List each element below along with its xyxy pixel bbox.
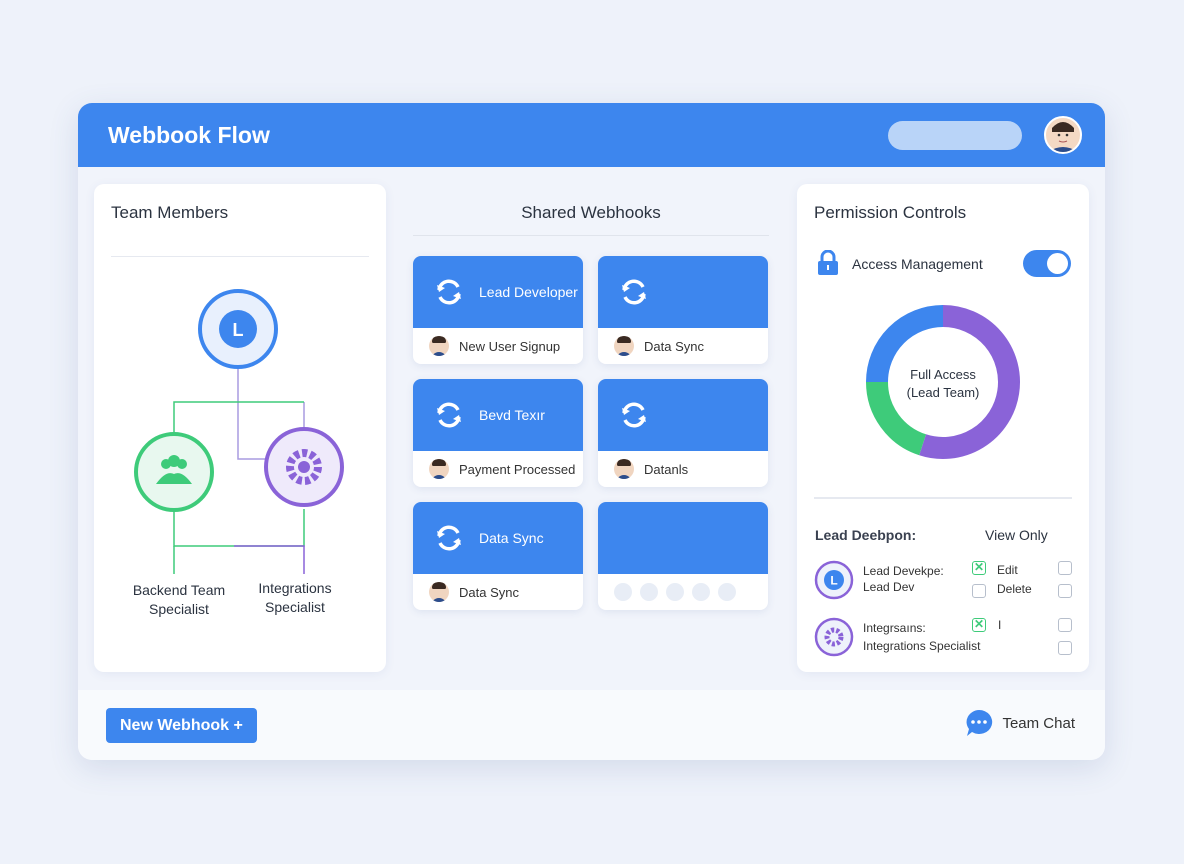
- shared-webhooks-section: Shared Webhooks Lead Developer New User S…: [413, 184, 769, 610]
- divider: [111, 256, 369, 257]
- lock-icon: [818, 250, 838, 275]
- view-only-checkbox[interactable]: [1058, 641, 1072, 655]
- webhook-card-title: Bevd Texır: [479, 407, 545, 423]
- team-members-panel: Team Members L Backend Team Specialist In…: [94, 184, 386, 672]
- placeholder-avatar: [640, 583, 658, 601]
- view-only-checkbox[interactable]: [1058, 561, 1072, 575]
- footer: New Webhook + Team Chat: [78, 690, 1105, 760]
- member-label-backend: Backend Team Specialist: [132, 582, 226, 617]
- sync-icon: [622, 402, 646, 428]
- webhook-card-header: Data Sync: [413, 502, 583, 574]
- row-name: Integrsaıns:: [863, 621, 926, 635]
- team-chat-button[interactable]: Team Chat: [964, 708, 1075, 738]
- webhook-card[interactable]: Bevd Texır Payment Processed: [413, 379, 583, 487]
- webhook-card[interactable]: Lead Developer New User Signup: [413, 256, 583, 364]
- user-avatar-icon: [614, 336, 634, 356]
- access-toggle[interactable]: [1023, 250, 1071, 277]
- placeholder-avatar: [614, 583, 632, 601]
- user-avatar-icon: [429, 582, 449, 602]
- webhook-card-event: Data Sync: [459, 584, 519, 600]
- placeholder-avatar: [718, 583, 736, 601]
- row-role: Lead Dev: [863, 580, 915, 594]
- user-avatar-icon: [614, 459, 634, 479]
- chat-bubble-icon: [967, 709, 993, 736]
- placeholder-avatar: [666, 583, 684, 601]
- user-avatar-icon: [429, 336, 449, 356]
- shared-webhooks-title: Shared Webhooks: [521, 203, 661, 222]
- permission-title: Permission Controls: [814, 203, 967, 222]
- webhook-card[interactable]: [598, 502, 768, 610]
- webhook-card-title: Data Sync: [479, 530, 544, 546]
- app-title: Webbook Flow: [108, 121, 270, 148]
- donut-center-label: Full Access (Lead Team): [906, 367, 980, 400]
- row-role: Integrations Specialist: [863, 639, 981, 653]
- svg-text:L: L: [233, 320, 244, 340]
- lead-dev-avatar: L: [814, 560, 854, 600]
- delete-label: Delete: [997, 582, 1032, 596]
- webhook-card-event: Data Sync: [644, 338, 704, 354]
- webhook-card-title: Lead Developer: [479, 284, 578, 300]
- sync-icon: [622, 279, 646, 305]
- member-label-integrations: Integrations Specialist: [258, 580, 332, 615]
- team-members-title: Team Members: [111, 203, 229, 222]
- view-only-label: View Only: [985, 527, 1048, 543]
- sync-icon: [437, 525, 461, 551]
- search-bar[interactable]: [888, 121, 1022, 150]
- row-name: Lead Devekpe:: [863, 564, 944, 578]
- header: Webbook Flow: [78, 103, 1105, 167]
- donut-segment-0: [919, 305, 1020, 459]
- sync-icon: [437, 402, 461, 428]
- view-only-checkbox[interactable]: [1058, 584, 1072, 598]
- gear-avatar: [814, 617, 854, 657]
- webhook-card-header: [598, 502, 768, 574]
- donut-segment-1: [866, 381, 927, 456]
- delete-checkbox[interactable]: [972, 584, 986, 598]
- team-tree: L: [134, 289, 344, 574]
- view-only-checkbox[interactable]: [1058, 618, 1072, 632]
- webhook-card-header: [598, 256, 768, 328]
- webhook-card-header: Bevd Texır: [413, 379, 583, 451]
- user-avatar-icon: [429, 459, 449, 479]
- placeholder-avatar: [692, 583, 710, 601]
- webhook-card[interactable]: Data Sync Data Sync: [413, 502, 583, 610]
- team-chat-label: Team Chat: [1002, 714, 1075, 732]
- user-avatar[interactable]: [1044, 116, 1082, 154]
- webhook-card-header: [598, 379, 768, 451]
- access-management-label: Access Management: [852, 256, 983, 272]
- permission-label: I: [998, 618, 1002, 632]
- permission-controls-panel: Permission Controls Access Management Fu…: [797, 184, 1089, 672]
- divider: [413, 235, 769, 236]
- access-donut-chart: [866, 305, 1020, 459]
- new-webhook-button[interactable]: New Webhook +: [106, 708, 257, 743]
- permission-checkbox[interactable]: ✕: [972, 617, 986, 632]
- section-label: Lead Deebpon:: [815, 527, 917, 543]
- webhook-card[interactable]: Data Sync: [598, 256, 768, 364]
- edit-label: Edit: [997, 563, 1018, 577]
- svg-text:L: L: [830, 574, 837, 588]
- webhook-card-event: New User Signup: [459, 338, 561, 354]
- webhook-card[interactable]: Datanls: [598, 379, 768, 487]
- divider: [814, 497, 1072, 499]
- webhook-card-event: Payment Processed: [459, 461, 576, 477]
- webhook-card-event: Datanls: [644, 461, 689, 477]
- webhook-card-header: Lead Developer: [413, 256, 583, 328]
- donut-segment-2: [866, 305, 944, 383]
- app-window: Webbook Flow Team Members L Backend Team…: [78, 103, 1105, 760]
- edit-checkbox[interactable]: ✕: [972, 560, 986, 575]
- sync-icon: [437, 279, 461, 305]
